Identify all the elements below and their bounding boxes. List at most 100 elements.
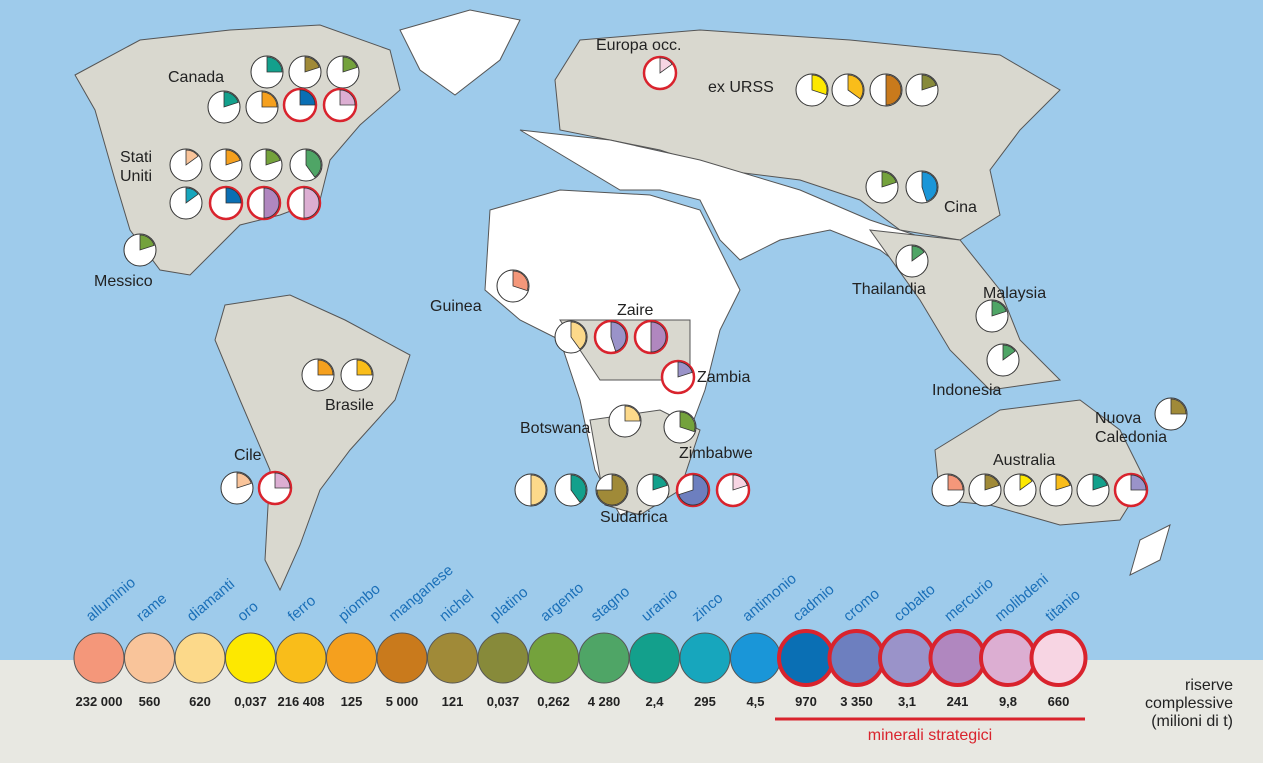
pie-slice xyxy=(317,359,334,376)
region-label: Uniti xyxy=(120,168,152,185)
region-label: Guinea xyxy=(430,298,482,315)
region-label: Sudafrica xyxy=(600,509,668,526)
region-label: Indonesia xyxy=(932,382,1001,399)
region-label: Cina xyxy=(944,199,977,216)
region-label: ex URSS xyxy=(708,79,774,96)
pie-slice xyxy=(1092,474,1108,491)
pie xyxy=(257,470,293,506)
greenland xyxy=(399,9,521,96)
region-label: Canada xyxy=(168,69,224,86)
pie-slice xyxy=(139,234,155,251)
pie xyxy=(246,185,282,221)
pie xyxy=(123,233,157,267)
pie-slice xyxy=(610,321,627,352)
pie xyxy=(209,148,243,182)
region-label: Nuova xyxy=(1095,410,1141,427)
reserve-value: 3,1 xyxy=(898,694,916,709)
pie xyxy=(633,319,669,355)
pie xyxy=(282,87,318,123)
pie-slice xyxy=(596,474,628,506)
pie-slice xyxy=(303,187,320,219)
pie-slice xyxy=(885,74,902,106)
reserve-value: 9,8 xyxy=(999,694,1017,709)
pie xyxy=(931,473,965,507)
legend-swatch xyxy=(124,632,175,684)
legend-swatch xyxy=(730,632,781,684)
reserve-value: 5 000 xyxy=(386,694,419,709)
pie xyxy=(288,55,322,89)
region-label: Malaysia xyxy=(983,285,1046,302)
pie-slice xyxy=(921,171,938,202)
legend-swatch xyxy=(275,632,327,684)
pie xyxy=(245,90,279,124)
pie-slice xyxy=(223,91,239,108)
reserve-value: 620 xyxy=(189,694,211,709)
pie xyxy=(1003,473,1037,507)
pie-slice xyxy=(1019,474,1033,491)
legend-swatch xyxy=(528,632,579,684)
region-label: Stati xyxy=(120,149,152,166)
reserve-value: 125 xyxy=(341,694,363,709)
pie xyxy=(220,471,254,505)
pie-slice xyxy=(266,56,283,73)
pie-slice xyxy=(512,270,529,292)
pie-slice xyxy=(911,245,925,262)
pie xyxy=(169,186,203,220)
pie xyxy=(250,55,284,89)
pie-slice xyxy=(991,300,1007,317)
region-label: Zambia xyxy=(697,369,750,386)
pie-slice xyxy=(678,474,709,506)
pie xyxy=(593,319,629,355)
region-label: Zaire xyxy=(617,302,654,319)
pie-slice xyxy=(1002,344,1016,361)
pie-slice xyxy=(185,187,199,204)
reserves-caption: complessive xyxy=(1145,695,1233,712)
pie xyxy=(715,472,751,508)
reserve-value: 241 xyxy=(947,694,969,709)
legend-swatch xyxy=(827,629,886,687)
pie xyxy=(795,73,829,107)
pie xyxy=(169,148,203,182)
pie xyxy=(636,473,670,507)
pie-slice xyxy=(650,321,667,353)
pie xyxy=(895,244,929,278)
pie xyxy=(675,472,711,508)
pie-slice xyxy=(342,56,358,73)
pie xyxy=(301,358,335,392)
pie xyxy=(554,473,588,507)
region-label: Messico xyxy=(94,273,153,290)
legend-swatch xyxy=(326,632,377,684)
pie-slice xyxy=(624,405,641,422)
pie-slice xyxy=(881,171,897,188)
reserve-value: 121 xyxy=(442,694,464,709)
pie-slice xyxy=(530,474,547,506)
middle-east xyxy=(519,129,962,302)
legend-swatch xyxy=(629,632,680,684)
region-label: Brasile xyxy=(325,397,374,414)
pie-slice xyxy=(225,187,242,204)
reserve-value: 232 000 xyxy=(76,694,123,709)
pie xyxy=(663,410,697,444)
pie-slice xyxy=(570,474,587,503)
legend-swatch xyxy=(225,632,276,684)
new-zealand xyxy=(1129,524,1171,576)
pie-slice xyxy=(947,474,964,491)
region-label: Zimbabwe xyxy=(679,445,753,462)
pie-slice xyxy=(652,474,668,491)
pie xyxy=(905,170,939,204)
pie xyxy=(905,73,939,107)
pie-slice xyxy=(1055,474,1071,491)
reserve-value: 560 xyxy=(139,694,161,709)
pie-slice xyxy=(847,74,864,100)
pie xyxy=(340,358,374,392)
reserves-caption: riserve xyxy=(1185,677,1233,694)
pie xyxy=(1113,472,1149,508)
legend-swatch xyxy=(679,632,731,684)
reserve-value: 0,262 xyxy=(537,694,570,709)
pie-slice xyxy=(921,74,937,91)
pie-slice xyxy=(263,187,280,219)
reserve-value: 970 xyxy=(795,694,817,709)
pie-slice xyxy=(659,57,673,74)
legend-swatch xyxy=(777,629,835,687)
